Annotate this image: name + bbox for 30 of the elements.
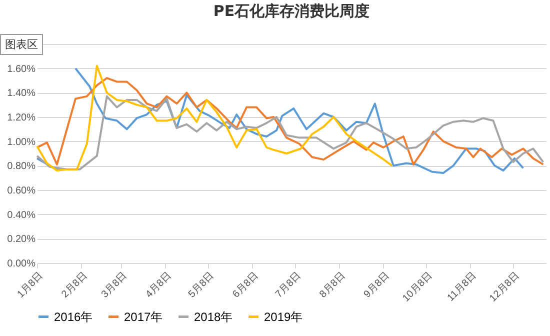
line-series [36, 64, 394, 172]
y-tick-label: 0.40% [7, 210, 36, 221]
x-tick-label: 11月8日 [446, 270, 479, 304]
x-tick-label: 5月8日 [186, 270, 216, 300]
x-tick-label: 3月8日 [100, 270, 130, 300]
chart-title: PE石化库存消费比周度 [213, 2, 370, 20]
x-tick-label: 9月8日 [362, 270, 392, 300]
legend-label: 2018年 [194, 310, 233, 324]
y-tick-label: 1.00% [7, 136, 36, 148]
x-tick-label: 6月8日 [230, 270, 261, 300]
line-series [36, 95, 544, 170]
x-tick-label: 12月8日 [488, 270, 522, 304]
annotation: 图表区 [0, 34, 43, 55]
legend-label: 2016年 [54, 310, 93, 324]
y-tick-label: 0.80% [7, 161, 36, 172]
y-tick-label: 1.60% [7, 64, 36, 75]
y-tick-label: 0.00% [7, 258, 36, 270]
y-tick-label: 0.20% [7, 234, 36, 246]
y-tick-label: 0.60% [7, 186, 36, 196]
x-tick-label: 8月8日 [318, 270, 348, 300]
x-tick-label: 4月8日 [144, 270, 174, 300]
legend-label: 2019年 [264, 310, 303, 324]
x-tick-label: 10月8日 [400, 270, 435, 304]
line-series [36, 77, 544, 166]
x-tick-label: 7月8日 [274, 270, 304, 300]
x-tick-label: 1月8日 [15, 270, 46, 300]
y-tick-label: 1.20% [7, 112, 36, 124]
y-tick-label: 1.40% [7, 88, 36, 100]
x-tick-label: 2月8日 [60, 270, 90, 300]
legend-label: 2017年 [124, 310, 163, 324]
